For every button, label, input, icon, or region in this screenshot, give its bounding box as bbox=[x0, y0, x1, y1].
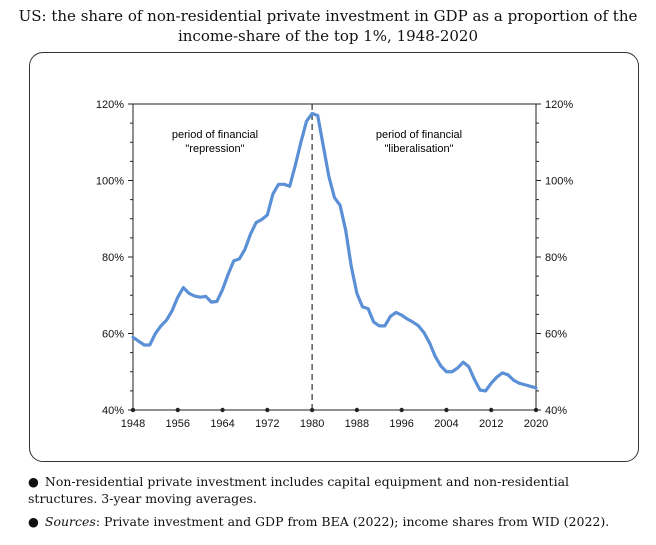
x-tick-label: 1988 bbox=[345, 418, 369, 430]
sources-text: : Private investment and GDP from BEA (2… bbox=[95, 514, 610, 529]
y-tick-label-left: 60% bbox=[102, 329, 124, 341]
footnote-definitions: ● Non-residential private investment incl… bbox=[28, 473, 638, 507]
x-tick-label: 1964 bbox=[210, 418, 234, 430]
x-tick-label: 2004 bbox=[434, 418, 458, 430]
x-tick-dot bbox=[220, 407, 225, 413]
x-tick-label: 1996 bbox=[389, 418, 413, 430]
chart-title-line-1: US: the share of non-residential private… bbox=[18, 7, 638, 25]
y-tick-label-right: 60% bbox=[545, 329, 567, 341]
footnotes: ● Non-residential private investment incl… bbox=[28, 473, 638, 536]
sources-label: Sources bbox=[44, 514, 96, 529]
bullet-icon: ● bbox=[28, 514, 39, 529]
x-tick-dot bbox=[265, 407, 270, 413]
x-tick-label: 2020 bbox=[524, 418, 548, 430]
tick-labels: 40% 60% 80% 100% 120% 40% 60% 80% 100% 120% 1948 19… bbox=[96, 99, 573, 430]
x-tick-label: 2012 bbox=[479, 418, 503, 430]
x-tick-label: 1948 bbox=[121, 418, 145, 430]
x-tick-dot bbox=[399, 407, 404, 413]
footnote-1-text: Non-residential private investment inclu… bbox=[28, 474, 570, 506]
series-line bbox=[131, 111, 538, 393]
y-tick-label-left: 120% bbox=[96, 99, 124, 111]
y-tick-label-left: 40% bbox=[102, 405, 124, 417]
y-tick-label-left: 100% bbox=[96, 176, 124, 188]
chart-frame bbox=[29, 52, 639, 462]
chart-title: US: the share of non-residential private… bbox=[0, 6, 656, 46]
x-tick-dot bbox=[533, 407, 539, 413]
annotation-left-line-2: "repression" bbox=[185, 143, 244, 155]
line-chart: 40% 60% 80% 100% 120% 40% 60% 80% 100% 120% 1948 19… bbox=[96, 99, 573, 430]
x-tick-label: 1980 bbox=[300, 418, 324, 430]
x-tick-label: 1956 bbox=[166, 418, 190, 430]
x-tick-dot bbox=[354, 407, 360, 413]
y-tick-label-right: 120% bbox=[545, 99, 573, 111]
y-tick-label-right: 100% bbox=[545, 176, 573, 188]
x-tick-dot bbox=[130, 407, 136, 413]
bullet-icon: ● bbox=[28, 474, 39, 489]
chart-annotations: period of financial "repression" period … bbox=[172, 129, 462, 155]
x-tick-dot bbox=[489, 407, 494, 413]
x-tick-dot bbox=[444, 407, 449, 413]
y-tick-label-right: 40% bbox=[545, 405, 567, 417]
annotation-right-line-1: period of financial bbox=[376, 129, 462, 141]
annotation-left-line-1: period of financial bbox=[172, 129, 258, 141]
x-tick-label: 1972 bbox=[255, 418, 279, 430]
chart-title-line-2: income-share of the top 1%, 1948-2020 bbox=[177, 27, 479, 45]
y-tick-label-right: 80% bbox=[545, 252, 567, 264]
annotation-right-line-2: "liberalisation" bbox=[385, 143, 454, 155]
footnote-sources: ● Sources: Private investment and GDP fro… bbox=[28, 513, 638, 530]
x-tick-dot bbox=[175, 407, 180, 413]
y-tick-label-left: 80% bbox=[102, 252, 124, 264]
